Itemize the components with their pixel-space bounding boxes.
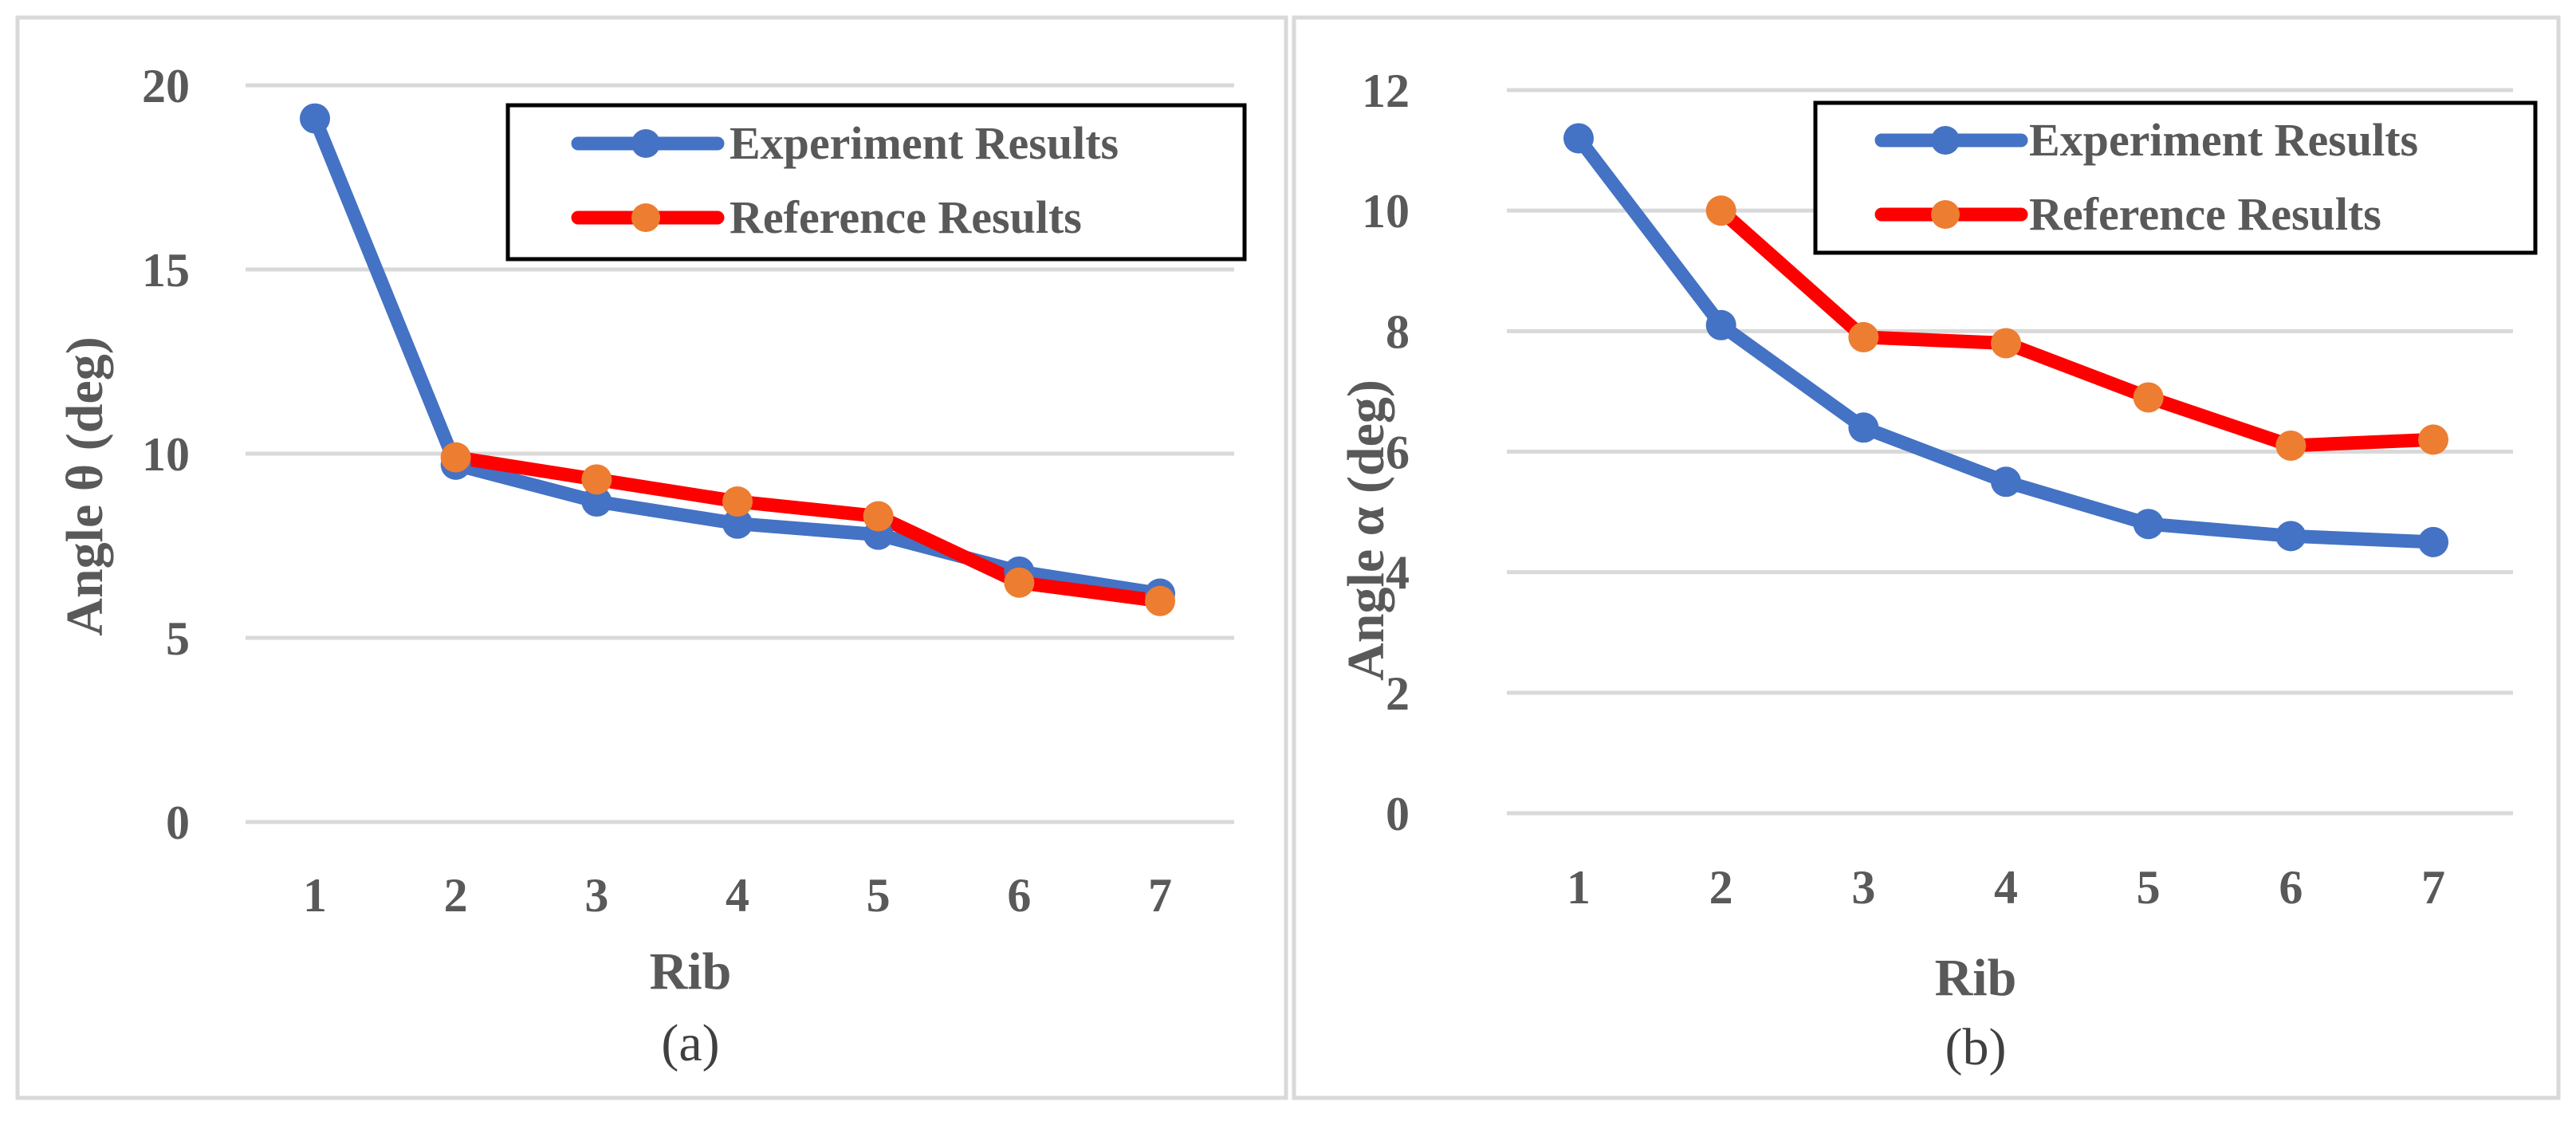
legend-label-reference: Reference Results: [2029, 188, 2381, 240]
data-point-experiment: [300, 103, 330, 134]
legend-box: [505, 103, 1247, 262]
x-tick-label: 4: [1994, 861, 2018, 914]
data-point-experiment: [1705, 309, 1736, 340]
x-tick-label: 5: [867, 869, 891, 922]
y-tick-label: 10: [142, 428, 190, 481]
legend-marker-experiment: [1931, 126, 1960, 155]
data-point-reference: [2418, 424, 2449, 455]
x-tick-label: 3: [584, 869, 608, 922]
x-tick-label: 2: [1709, 861, 1733, 914]
legend: Experiment Results Reference Results: [1813, 100, 2538, 255]
x-tick-label: 2: [444, 869, 468, 922]
x-tick-label: 5: [2137, 861, 2161, 914]
data-point-reference: [1145, 585, 1176, 616]
data-point-reference: [1705, 195, 1736, 226]
x-tick-label: 7: [2421, 861, 2445, 914]
data-point-reference: [722, 486, 753, 517]
y-tick-label: 20: [142, 60, 190, 112]
y-tick-label: 6: [1386, 427, 1410, 479]
data-point-reference: [1004, 567, 1035, 598]
y-tick-label: 5: [166, 612, 190, 665]
x-tick-label: 1: [303, 869, 327, 922]
x-axis-title: Rib: [1935, 949, 2017, 1007]
data-point-experiment: [1848, 412, 1879, 443]
data-point-experiment: [1991, 466, 2022, 498]
y-tick-label: 2: [1386, 667, 1410, 720]
x-axis-title: Rib: [650, 942, 732, 1001]
legend-label-experiment: Experiment Results: [2029, 114, 2418, 166]
x-tick-label: 1: [1567, 861, 1591, 914]
x-tick-label: 6: [1007, 869, 1031, 922]
legend-box: [1813, 100, 2538, 255]
y-tick-label: 4: [1386, 547, 1410, 600]
y-axis-title: Angle θ (deg): [56, 336, 114, 635]
y-axis-title: Angle α (deg): [1337, 380, 1395, 681]
data-point-experiment: [2275, 521, 2307, 552]
y-tick-label: 0: [1386, 788, 1410, 840]
panel-b-frame: [1292, 15, 2561, 1100]
data-point-reference: [1848, 321, 1879, 352]
data-point-reference: [2275, 430, 2307, 461]
data-point-experiment: [722, 508, 753, 539]
legend-label-experiment: Experiment Results: [730, 117, 1119, 169]
chart-panel-a: 0 5 10 15 20 1 2 3 4 5 6 7 Angle θ (deg) Rib (a) E…: [56, 60, 1247, 1072]
x-tick-label: 4: [726, 869, 749, 922]
data-point-reference: [1991, 328, 2022, 359]
legend-marker-reference: [1931, 200, 1960, 229]
x-tick-label: 7: [1148, 869, 1172, 922]
legend-marker-reference: [631, 203, 660, 232]
series-line-reference: [449, 450, 1167, 608]
panel-a-frame: [15, 15, 1288, 1100]
legend-marker-experiment: [631, 129, 660, 158]
y-tick-label: 15: [142, 244, 190, 297]
y-tick-label: 0: [166, 796, 190, 849]
data-point-experiment: [581, 486, 612, 517]
legend-label-reference: Reference Results: [730, 191, 1082, 243]
data-point-reference: [863, 501, 894, 532]
x-tick-label: 3: [1851, 861, 1875, 914]
panel-label: (a): [661, 1014, 719, 1072]
legend: Experiment Results Reference Results: [505, 103, 1247, 262]
data-point-reference: [2133, 382, 2164, 413]
data-point-experiment: [2418, 526, 2449, 557]
y-tick-label: 10: [1362, 185, 1410, 238]
x-tick-label: 6: [2279, 861, 2303, 914]
data-point-experiment: [1563, 123, 1594, 154]
data-point-reference: [581, 464, 612, 495]
series-line-reference: [1714, 203, 2440, 453]
data-point-experiment: [2133, 509, 2164, 540]
y-tick-label: 12: [1362, 65, 1410, 117]
panel-label: (b): [1945, 1018, 2007, 1076]
y-tick-label: 8: [1386, 305, 1410, 358]
data-point-reference: [440, 442, 471, 473]
